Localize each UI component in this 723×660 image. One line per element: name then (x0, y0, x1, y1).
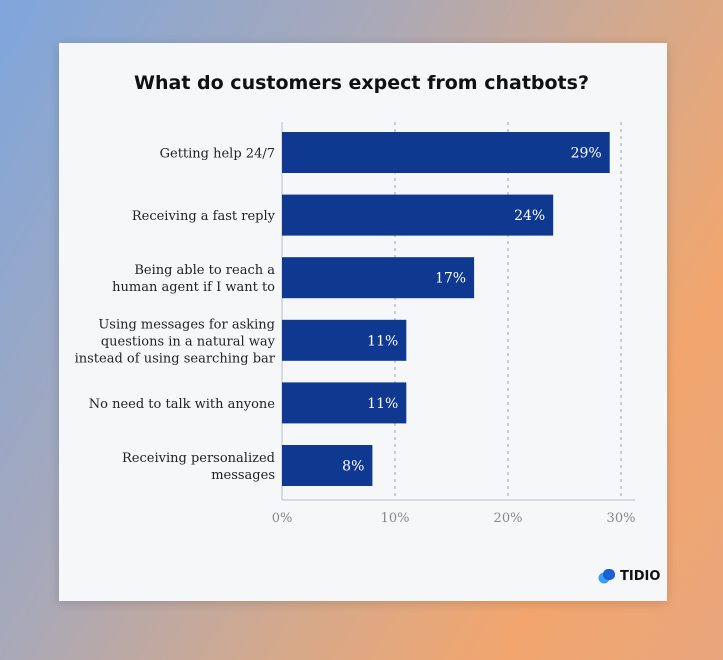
chart-title: What do customers expect from chatbots? (134, 72, 589, 94)
tidio-logo-icon (598, 569, 615, 584)
data-label: 29% (571, 146, 602, 162)
category-label: Using messages for asking questions in a … (75, 317, 276, 366)
x-tick-label: 30% (607, 511, 636, 526)
bar (282, 257, 475, 299)
data-label: 11% (367, 333, 398, 349)
x-tick-label: 20% (494, 511, 523, 526)
category-label: Getting help 24/7 (160, 147, 275, 162)
x-tick-label: 0% (272, 511, 293, 526)
data-label: 17% (435, 271, 466, 287)
bar (282, 132, 610, 173)
category-label: Receiving a fast reply (132, 209, 276, 224)
bar (282, 194, 554, 236)
category-label: No need to talk with anyone (89, 397, 276, 412)
tidio-logo: TIDIO (598, 568, 660, 584)
data-label: 24% (514, 208, 545, 224)
data-label: 11% (367, 396, 398, 412)
bar (282, 319, 407, 361)
bar (282, 445, 373, 486)
bar (282, 382, 407, 424)
data-label: 8% (342, 459, 364, 475)
x-tick-label: 10% (381, 511, 410, 526)
category-label: Receiving personalized messages (122, 451, 275, 483)
category-label: Being able to reach a human agent if I wa… (112, 263, 275, 295)
brand-name: TIDIO (620, 568, 661, 584)
